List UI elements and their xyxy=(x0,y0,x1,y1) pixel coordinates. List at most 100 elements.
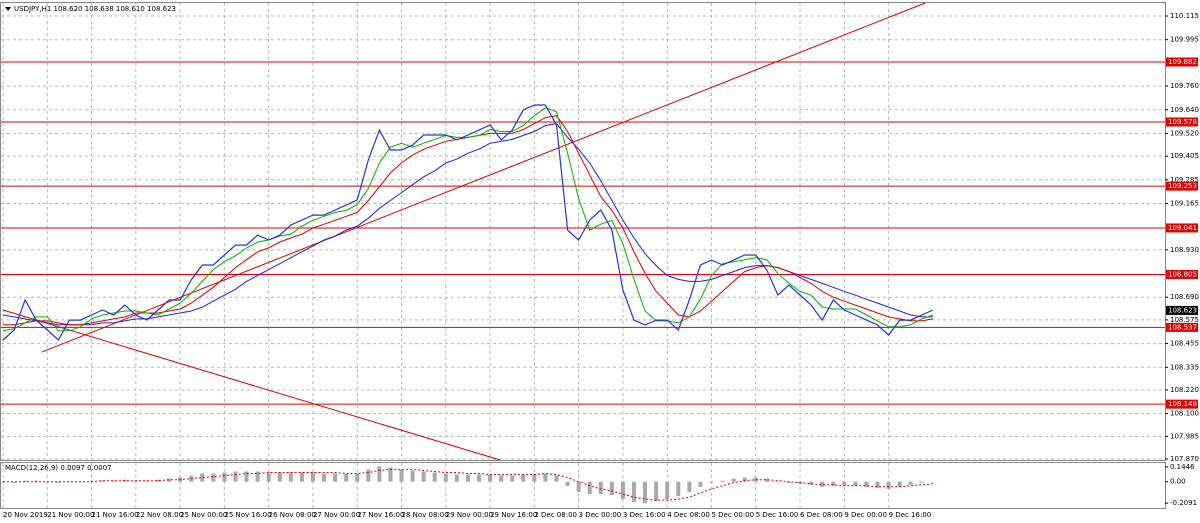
macd-label: MACD(12,26,9) 0.0097 0.0007 xyxy=(5,464,112,472)
level-tag xyxy=(1166,181,1198,191)
x-tick-label: 27 Nov 16:00 xyxy=(357,511,404,519)
level-tag xyxy=(1166,399,1198,409)
macd-bar xyxy=(211,473,216,482)
macd-bar xyxy=(266,472,271,482)
macd-bar xyxy=(144,480,149,482)
x-tick-label: 25 Nov 16:00 xyxy=(224,511,271,519)
x-tick-label: 21 Nov 16:00 xyxy=(92,511,139,519)
macd-bar xyxy=(399,469,404,482)
macd-bar xyxy=(133,480,138,482)
macd-bar xyxy=(930,481,935,483)
x-tick-label: 5 Dec 00:00 xyxy=(711,511,754,519)
x-tick-label: 26 Nov 08:00 xyxy=(269,511,316,519)
macd-bar xyxy=(521,474,526,482)
macd-bar xyxy=(665,481,670,500)
trend-line xyxy=(41,2,926,353)
y-tick-label: 109.640 xyxy=(1170,106,1199,114)
macd-bar xyxy=(764,478,769,482)
macd-bar xyxy=(786,481,791,483)
macd-bar xyxy=(554,475,559,482)
macd-bar xyxy=(100,480,105,482)
macd-bar xyxy=(200,473,205,482)
level-tag xyxy=(1166,223,1198,233)
macd-bar xyxy=(598,481,603,494)
x-tick-label: 22 Nov 08:00 xyxy=(136,511,183,519)
y-tick-label: 108.930 xyxy=(1170,246,1199,254)
main-panel xyxy=(0,2,1166,461)
macd-bar xyxy=(477,474,482,482)
macd-bar xyxy=(344,473,349,482)
y-tick-label: 108.220 xyxy=(1170,386,1199,394)
macd-bar xyxy=(421,471,426,482)
macd-bar xyxy=(322,473,327,482)
y-tick-label: 109.405 xyxy=(1170,152,1199,160)
macd-bar xyxy=(244,471,249,482)
y-tick-label: 109.285 xyxy=(1170,176,1199,184)
macd-panel xyxy=(0,462,1166,509)
macd-bar xyxy=(465,474,470,482)
macd-bar xyxy=(775,481,780,483)
macd-bar xyxy=(908,481,913,485)
macd-bar xyxy=(12,481,17,483)
macd-bar xyxy=(831,481,836,486)
macd-bar xyxy=(377,466,382,482)
level-tag xyxy=(1166,117,1198,127)
macd-bar xyxy=(742,477,747,482)
y-tick-label: 109.760 xyxy=(1170,82,1199,90)
macd-bar xyxy=(820,481,825,487)
macd-bar xyxy=(897,481,902,487)
macd-bar xyxy=(576,481,581,492)
macd-bar xyxy=(410,470,415,482)
y-tick-label: 109.520 xyxy=(1170,129,1199,137)
level-tag xyxy=(1166,322,1198,332)
x-tick-label: 9 Dec 00:00 xyxy=(844,511,887,519)
y-tick-label: 107.870 xyxy=(1170,455,1199,463)
y-tick-label: 107.985 xyxy=(1170,432,1199,440)
x-tick-label: 6 Dec 08:00 xyxy=(800,511,843,519)
level-tag xyxy=(1166,57,1198,67)
macd-bar xyxy=(366,469,371,482)
level-label: 109.041 xyxy=(1168,224,1197,232)
x-tick-label: 3 Dec 16:00 xyxy=(623,511,666,519)
macd-bar xyxy=(432,472,437,482)
trend-line xyxy=(2,309,501,461)
macd-bar xyxy=(698,481,703,487)
chart-title: USDJPY,H1 108.620 108.638 108.610 108.62… xyxy=(14,5,176,13)
macd-bar xyxy=(853,481,858,486)
x-tick-label: 9 Dec 16:00 xyxy=(889,511,932,519)
x-tick-label: 3 Dec 00:00 xyxy=(579,511,622,519)
level-label: 109.578 xyxy=(1168,118,1197,126)
macd-bar xyxy=(510,475,515,482)
macd-bar xyxy=(676,481,681,497)
macd-bar xyxy=(609,481,614,496)
macd-bar xyxy=(631,481,636,503)
menu-arrow xyxy=(5,7,11,11)
macd-bar xyxy=(654,481,659,502)
y-tick-label: 108.100 xyxy=(1170,410,1199,418)
level-label: 109.253 xyxy=(1168,182,1197,190)
macd-bar xyxy=(919,481,924,483)
macd-bar xyxy=(875,481,880,488)
level-label: 108.148 xyxy=(1168,400,1197,408)
macd-bar xyxy=(809,481,814,485)
macd-bar xyxy=(565,481,570,486)
macd-bar xyxy=(587,481,592,494)
macd-bar xyxy=(443,473,448,482)
macd-bar xyxy=(643,481,648,504)
x-tick-label: 5 Dec 16:00 xyxy=(756,511,799,519)
macd-bar xyxy=(23,480,28,482)
macd-bar xyxy=(111,480,116,482)
macd-bar xyxy=(155,479,160,482)
macd-bar xyxy=(454,474,459,482)
macd-bar xyxy=(288,472,293,482)
level-label: 108.805 xyxy=(1168,271,1197,279)
x-tick-label: 21 Nov 00:00 xyxy=(47,511,94,519)
x-tick-label: 4 Dec 08:00 xyxy=(667,511,710,519)
price-tag xyxy=(1166,305,1198,315)
macd-bar xyxy=(277,472,282,482)
macd-bar xyxy=(222,472,227,482)
y-tick-label: 110.115 xyxy=(1170,12,1199,20)
y-tick-label: 109.995 xyxy=(1170,36,1199,44)
macd-bar xyxy=(864,481,869,487)
